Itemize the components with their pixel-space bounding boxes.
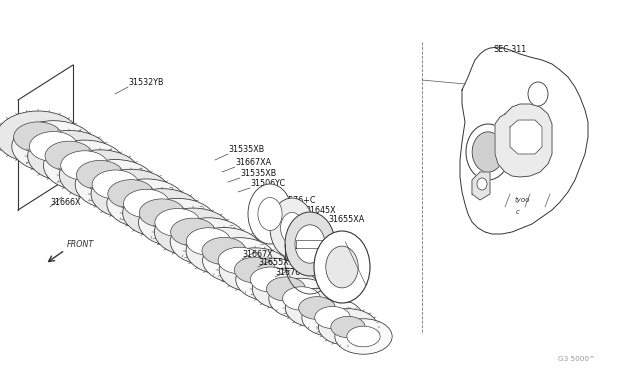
Ellipse shape xyxy=(285,288,349,328)
Ellipse shape xyxy=(12,121,95,172)
Ellipse shape xyxy=(124,189,170,218)
Ellipse shape xyxy=(270,198,314,258)
Ellipse shape xyxy=(154,208,232,256)
Ellipse shape xyxy=(466,124,510,180)
Ellipse shape xyxy=(477,178,487,190)
Ellipse shape xyxy=(331,316,365,338)
Ellipse shape xyxy=(28,131,110,182)
Ellipse shape xyxy=(13,122,62,152)
Text: G3 5000^: G3 5000^ xyxy=(558,356,595,362)
Ellipse shape xyxy=(315,307,350,328)
Ellipse shape xyxy=(236,258,305,301)
Ellipse shape xyxy=(295,225,325,263)
Ellipse shape xyxy=(472,132,504,172)
Ellipse shape xyxy=(76,160,124,190)
Text: 31535XB: 31535XB xyxy=(240,169,276,178)
Ellipse shape xyxy=(0,111,80,163)
Polygon shape xyxy=(472,172,490,200)
Ellipse shape xyxy=(252,268,320,310)
Ellipse shape xyxy=(186,228,262,275)
Ellipse shape xyxy=(282,287,321,310)
Ellipse shape xyxy=(170,218,247,265)
Ellipse shape xyxy=(285,212,335,276)
Ellipse shape xyxy=(186,228,230,255)
Ellipse shape xyxy=(218,247,261,274)
Ellipse shape xyxy=(258,198,282,231)
Ellipse shape xyxy=(91,169,171,219)
Ellipse shape xyxy=(266,277,305,301)
Text: 31532YB: 31532YB xyxy=(128,78,163,87)
Ellipse shape xyxy=(29,132,77,161)
Text: 31535XB: 31535XB xyxy=(228,145,264,154)
Ellipse shape xyxy=(60,150,141,200)
Polygon shape xyxy=(495,104,552,177)
Ellipse shape xyxy=(280,212,303,244)
Text: 31655X: 31655X xyxy=(258,258,289,267)
Text: 31506YC: 31506YC xyxy=(250,179,285,188)
Text: 31666X: 31666X xyxy=(50,198,81,207)
Text: 31655XA: 31655XA xyxy=(328,215,364,224)
Ellipse shape xyxy=(269,278,334,319)
Ellipse shape xyxy=(248,184,292,244)
Ellipse shape xyxy=(250,267,291,292)
Ellipse shape xyxy=(326,246,358,288)
Ellipse shape xyxy=(314,231,370,303)
Ellipse shape xyxy=(92,170,139,199)
Text: 31645X: 31645X xyxy=(305,206,335,215)
Ellipse shape xyxy=(219,248,291,292)
Ellipse shape xyxy=(234,257,276,283)
Text: c: c xyxy=(516,209,520,215)
Text: 31667XA: 31667XA xyxy=(235,158,271,167)
Polygon shape xyxy=(460,47,588,234)
Ellipse shape xyxy=(44,140,125,191)
Ellipse shape xyxy=(202,237,246,264)
Text: tyoo: tyoo xyxy=(515,197,530,203)
Ellipse shape xyxy=(139,199,185,227)
Text: 31667X: 31667X xyxy=(242,250,273,259)
Ellipse shape xyxy=(45,141,93,171)
Text: 31576+B: 31576+B xyxy=(275,268,312,277)
Ellipse shape xyxy=(203,238,276,283)
Ellipse shape xyxy=(318,309,378,345)
Text: 31576+C: 31576+C xyxy=(278,196,316,205)
Polygon shape xyxy=(510,120,542,154)
Ellipse shape xyxy=(528,82,548,106)
Ellipse shape xyxy=(335,319,392,354)
Ellipse shape xyxy=(61,151,108,180)
Ellipse shape xyxy=(171,218,216,246)
Ellipse shape xyxy=(107,179,186,228)
Ellipse shape xyxy=(75,160,156,209)
Ellipse shape xyxy=(155,208,200,237)
Ellipse shape xyxy=(299,296,335,319)
Ellipse shape xyxy=(123,189,202,237)
Ellipse shape xyxy=(108,180,154,208)
Ellipse shape xyxy=(347,326,380,347)
Text: FRONT: FRONT xyxy=(67,240,94,249)
Ellipse shape xyxy=(138,198,216,247)
Ellipse shape xyxy=(302,299,363,336)
Text: SEC.311: SEC.311 xyxy=(493,45,527,54)
